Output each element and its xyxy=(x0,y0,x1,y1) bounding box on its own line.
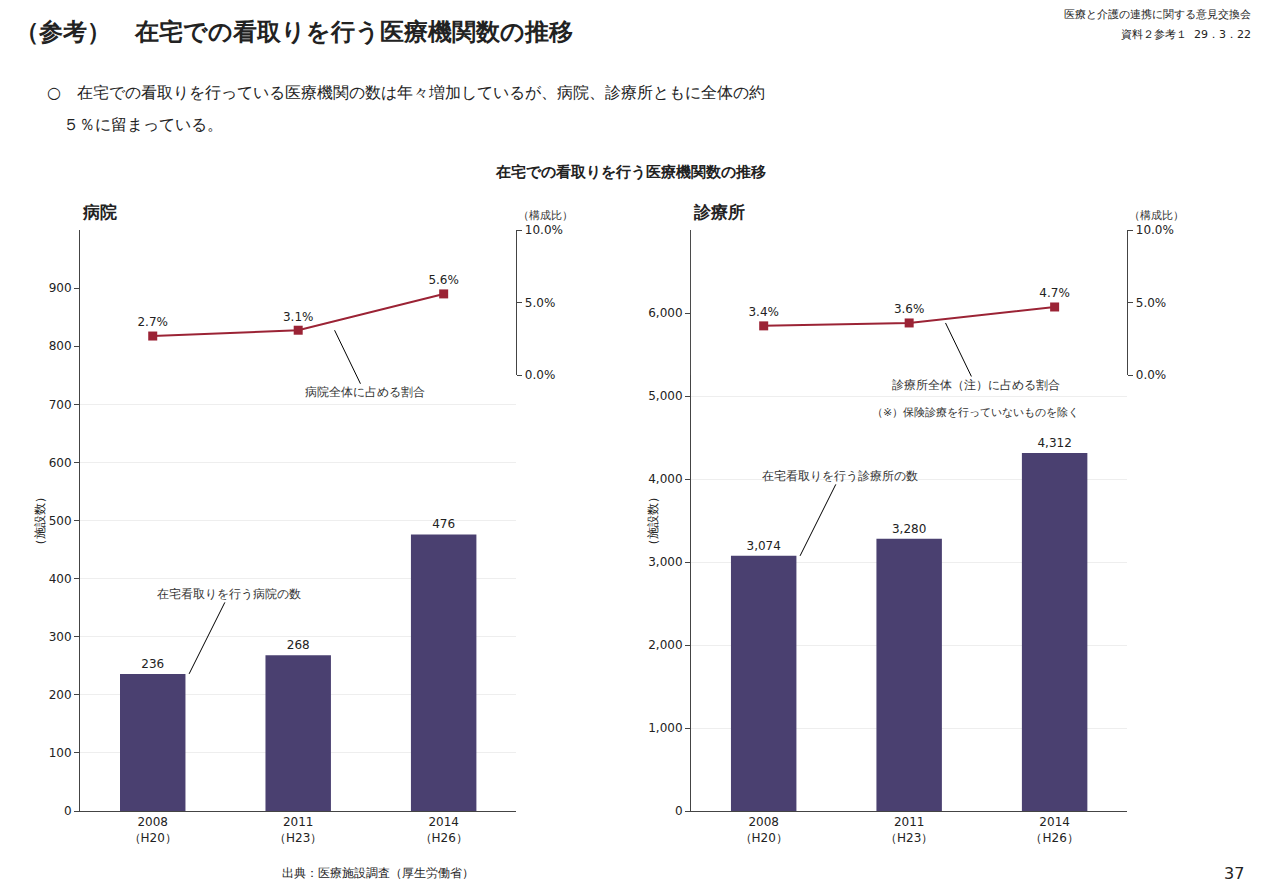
svg-text:4,312: 4,312 xyxy=(1037,436,1071,450)
svg-text:5.0%: 5.0% xyxy=(1136,296,1167,310)
svg-text:（構成比）: （構成比） xyxy=(1129,209,1184,222)
svg-text:在宅看取りを行う診療所の数: 在宅看取りを行う診療所の数 xyxy=(762,469,918,483)
svg-text:出典：医療施設調査（厚生労働省）: 出典：医療施設調査（厚生労働省） xyxy=(282,866,474,880)
svg-text:（構成比）: （構成比） xyxy=(518,209,573,222)
svg-text:5.6%: 5.6% xyxy=(428,273,459,287)
svg-text:0.0%: 0.0% xyxy=(1136,368,1167,382)
svg-text:5,000: 5,000 xyxy=(648,389,682,403)
svg-text:900: 900 xyxy=(49,281,72,295)
svg-text:3,280: 3,280 xyxy=(892,522,926,536)
svg-text:0: 0 xyxy=(64,804,72,818)
svg-text:800: 800 xyxy=(49,339,72,353)
svg-text:（※）保険診療を行っていないものを除く: （※）保険診療を行っていないものを除く xyxy=(872,406,1079,419)
svg-text:300: 300 xyxy=(49,630,72,644)
svg-text:2.7%: 2.7% xyxy=(137,315,168,329)
svg-text:2008（H20）: 2008（H20） xyxy=(740,815,788,845)
svg-text:病院全体に占める割合: 病院全体に占める割合 xyxy=(305,385,425,399)
svg-text:236: 236 xyxy=(141,657,164,671)
svg-text:4,000: 4,000 xyxy=(648,472,682,486)
svg-text:病院: 病院 xyxy=(82,202,117,222)
svg-text:医療と介護の連携に関する意見交換会: 医療と介護の連携に関する意見交換会 xyxy=(1064,8,1251,21)
svg-text:1,000: 1,000 xyxy=(648,721,682,735)
svg-text:在宅での看取りを行う医療機関数の推移: 在宅での看取りを行う医療機関数の推移 xyxy=(495,163,766,181)
svg-text:2011（H23）: 2011（H23） xyxy=(274,815,322,845)
svg-text:診療所: 診療所 xyxy=(693,202,745,222)
svg-text:3,074: 3,074 xyxy=(747,539,781,553)
svg-text:2011（H23）: 2011（H23） xyxy=(885,815,933,845)
svg-text:500: 500 xyxy=(49,514,72,528)
svg-text:3.4%: 3.4% xyxy=(748,305,779,319)
svg-text:10.0%: 10.0% xyxy=(1136,223,1174,237)
svg-text:37: 37 xyxy=(1224,864,1244,883)
svg-text:（施設数）: （施設数） xyxy=(33,491,47,551)
svg-text:10.0%: 10.0% xyxy=(525,223,563,237)
svg-text:100: 100 xyxy=(49,746,72,760)
svg-text:（施設数）: （施設数） xyxy=(646,491,660,551)
svg-text:（参考） 在宅での看取りを行う医療機関数の推移: （参考） 在宅での看取りを行う医療機関数の推移 xyxy=(15,18,573,46)
svg-text:○ 在宅での看取りを行っている医療機関の数は年々増加している: ○ 在宅での看取りを行っている医療機関の数は年々増加しているが、病院、診療所とも… xyxy=(47,83,765,102)
svg-text:476: 476 xyxy=(432,517,455,531)
svg-text:3.1%: 3.1% xyxy=(283,310,314,324)
svg-text:6,000: 6,000 xyxy=(648,306,682,320)
svg-text:400: 400 xyxy=(49,572,72,586)
svg-text:2008（H20）: 2008（H20） xyxy=(129,815,177,845)
svg-text:2,000: 2,000 xyxy=(648,638,682,652)
svg-text:200: 200 xyxy=(49,688,72,702)
svg-text:在宅看取りを行う病院の数: 在宅看取りを行う病院の数 xyxy=(157,587,301,601)
svg-text:2014（H26）: 2014（H26） xyxy=(420,815,468,845)
svg-text:4.7%: 4.7% xyxy=(1039,286,1070,300)
svg-text:2014（H26）: 2014（H26） xyxy=(1030,815,1078,845)
svg-text:５％に留まっている。: ５％に留まっている。 xyxy=(47,115,223,134)
svg-text:5.0%: 5.0% xyxy=(525,296,556,310)
svg-text:資料２参考１ 29．3．22: 資料２参考１ 29．3．22 xyxy=(1121,28,1251,41)
svg-text:600: 600 xyxy=(49,456,72,470)
svg-text:0: 0 xyxy=(675,804,683,818)
svg-text:0.0%: 0.0% xyxy=(525,368,556,382)
svg-text:3.6%: 3.6% xyxy=(894,302,925,316)
svg-text:700: 700 xyxy=(49,398,72,412)
svg-text:診療所全体（注）に占める割合: 診療所全体（注）に占める割合 xyxy=(892,378,1060,392)
svg-text:268: 268 xyxy=(287,638,310,652)
svg-text:3,000: 3,000 xyxy=(648,555,682,569)
